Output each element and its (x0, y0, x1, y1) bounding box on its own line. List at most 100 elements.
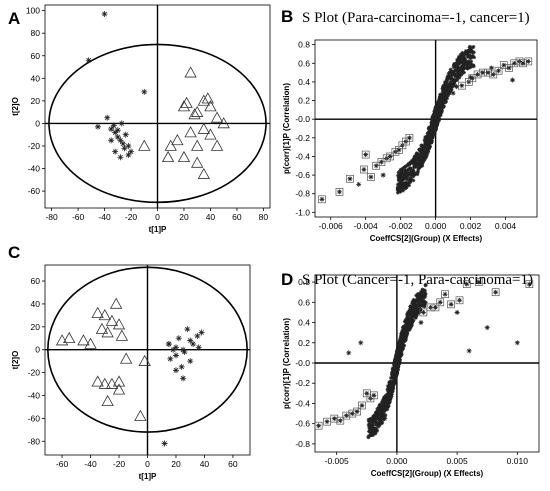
x-tick-label: 0.000 (425, 221, 447, 231)
cloud-point-shape (420, 161, 425, 166)
triangle-point (134, 409, 147, 421)
cloud-point-shape (456, 57, 461, 62)
asterisk-point-shape (181, 348, 188, 355)
cloud-point (396, 186, 401, 191)
cloud-point-shape (386, 389, 391, 394)
cloud-point (428, 137, 433, 142)
asterisk-point-shape (118, 120, 125, 127)
asterisk-point (125, 142, 132, 149)
cloud-point-shape (423, 135, 428, 140)
triangle-point (101, 326, 114, 338)
cloud-point (401, 174, 406, 179)
x-tick-label: 0 (155, 212, 160, 222)
asterisk-point (128, 148, 135, 155)
cloud-point (448, 87, 453, 92)
boxed-point-star-shape (387, 153, 393, 159)
outlier-point-shape (489, 65, 495, 71)
cloud-point-shape (399, 180, 404, 185)
cloud-point-shape (411, 297, 416, 302)
cloud-point (373, 426, 378, 431)
cloud-point-shape (433, 124, 438, 129)
boxed-point-star-shape (459, 83, 465, 89)
cloud-point (393, 377, 398, 382)
cloud-point (370, 432, 375, 437)
cloud-point-shape (419, 157, 424, 162)
boxed-point-star-shape (406, 135, 412, 141)
cloud-point (438, 92, 443, 97)
cloud-point (386, 394, 391, 399)
boxed-point-star-shape (378, 159, 384, 165)
asterisk-point-shape (178, 363, 185, 370)
cloud-point-shape (433, 107, 438, 112)
outlier-point-shape (484, 325, 490, 331)
y-tick-label: -0.6 (295, 170, 310, 180)
asterisk-point (112, 148, 119, 155)
cloud-point (423, 135, 428, 140)
asterisk-point-shape (180, 346, 187, 353)
cloud-point-shape (434, 119, 439, 124)
boxed-point (330, 414, 339, 423)
boxed-point-star (437, 299, 443, 305)
cloud-point-shape (417, 156, 422, 161)
y-tick-label: 0.4 (298, 318, 310, 328)
cloud-point-shape (407, 166, 412, 171)
outlier-point (398, 167, 404, 173)
boxed-point (491, 288, 500, 297)
boxed-point-star-shape (363, 152, 369, 158)
cloud-point-shape (465, 66, 470, 71)
x-tick-label: -0.006 (319, 221, 343, 231)
outlier-point (380, 172, 386, 178)
cloud-point-shape (420, 287, 425, 292)
cloud-point (399, 351, 404, 356)
boxed-point (519, 59, 527, 68)
boxed-point-star-shape (319, 196, 325, 202)
cloud-point (416, 291, 421, 296)
cloud-point (386, 386, 391, 391)
cloud-point (367, 422, 372, 427)
cloud-point (410, 300, 415, 305)
cloud-point (418, 303, 423, 308)
boxed-point-star (459, 83, 465, 89)
cloud-point-shape (410, 313, 415, 318)
cloud-point-shape (468, 55, 473, 60)
cloud-point (432, 127, 437, 132)
triangle-point (63, 331, 76, 344)
boxed-point-box (510, 59, 519, 68)
cloud-point-shape (439, 109, 444, 114)
boxed-point-box (474, 278, 483, 286)
boxed-point-star-shape (354, 409, 360, 414)
cloud-point (380, 404, 385, 409)
y-tick-label: -0.8 (295, 189, 310, 199)
cloud-point-shape (448, 76, 453, 81)
cloud-point (382, 398, 387, 403)
boxed-point-star (343, 413, 349, 419)
outlier-point-shape (510, 77, 516, 83)
cloud-point (367, 429, 372, 434)
cloud-point (382, 409, 387, 414)
cloud-point (382, 402, 387, 407)
boxed-point-star-shape (349, 411, 355, 417)
cloud-point-shape (399, 351, 404, 356)
cloud-point (412, 305, 417, 310)
cloud-point-shape (383, 413, 388, 418)
triangle-point (177, 150, 191, 163)
cloud-point-shape (408, 325, 413, 330)
boxed-point (367, 173, 375, 181)
y-tick-label: 0.2 (298, 96, 310, 106)
cloud-point (378, 402, 383, 407)
outlier-point-shape (466, 348, 472, 354)
cloud-point-shape (370, 426, 375, 431)
cloud-point (378, 420, 383, 425)
cloud-point (429, 124, 434, 129)
y-axis-label: p(corr)[1]P (Correlation) (282, 318, 291, 409)
boxed-point-star-shape (493, 289, 499, 295)
asterisk-point-shape (170, 346, 177, 353)
cloud-point (419, 144, 424, 149)
asterisk-point (175, 335, 182, 342)
boxed-point (510, 59, 519, 68)
cloud-point (412, 163, 417, 168)
triangle-point (95, 322, 109, 334)
cloud-point-shape (366, 434, 371, 439)
cloud-point-shape (395, 353, 400, 358)
cloud-point (452, 74, 457, 79)
